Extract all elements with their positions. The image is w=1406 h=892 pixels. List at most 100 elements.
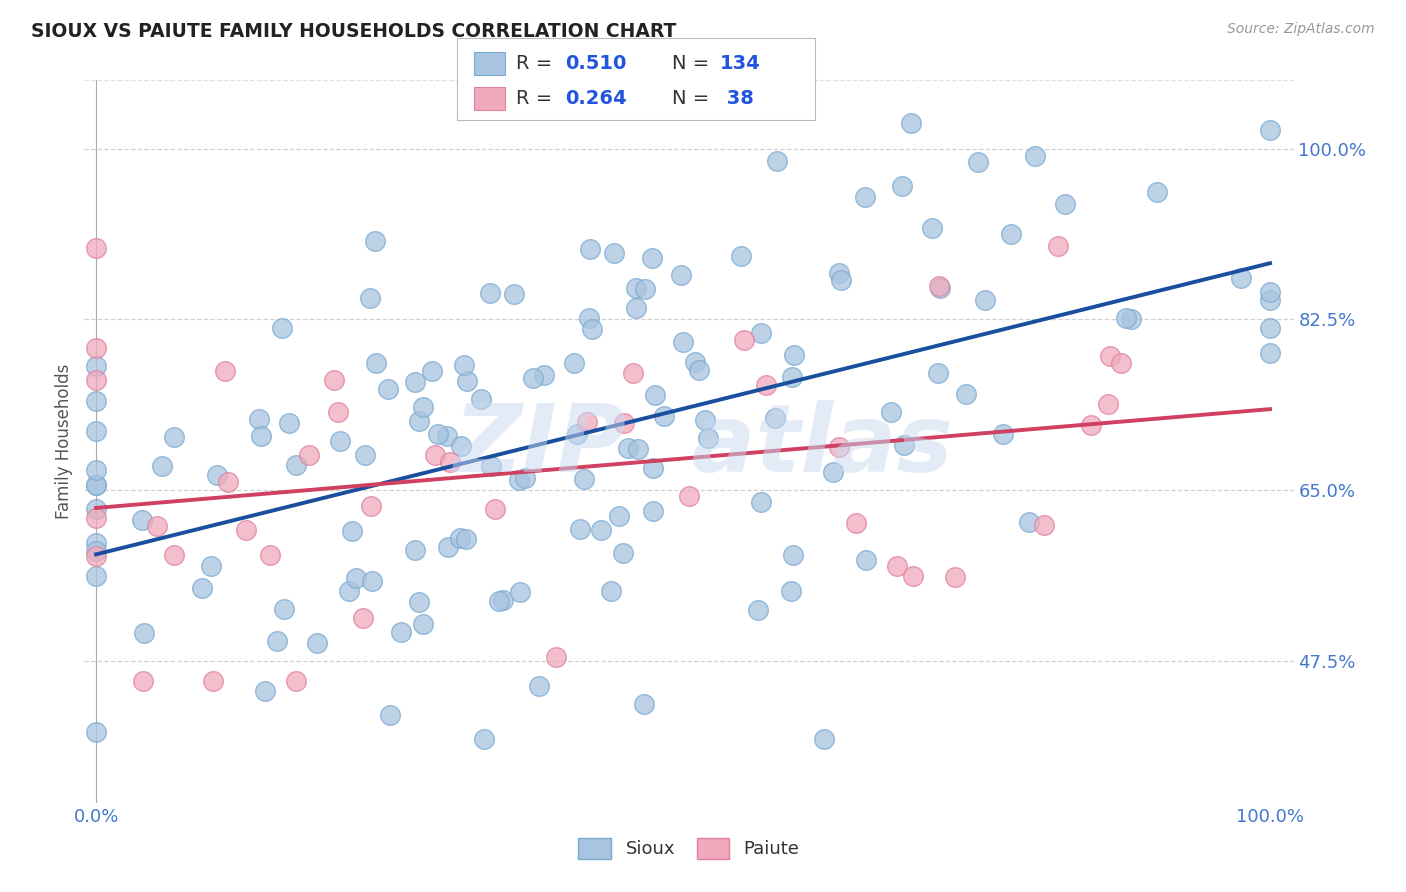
- Point: [449, 531, 471, 545]
- Point: [235, 524, 257, 538]
- Point: [84, 478, 107, 492]
- Point: [277, 416, 299, 430]
- Point: [508, 473, 530, 487]
- Point: [572, 472, 595, 486]
- Point: [408, 595, 430, 609]
- Point: [613, 416, 636, 430]
- Point: [621, 366, 644, 380]
- Point: [921, 220, 943, 235]
- Point: [298, 448, 321, 462]
- Text: R =: R =: [516, 54, 558, 73]
- Point: [853, 190, 876, 204]
- Point: [578, 311, 600, 326]
- Point: [84, 241, 107, 255]
- Point: [377, 382, 399, 396]
- Point: [603, 246, 626, 260]
- Text: Source: ZipAtlas.com: Source: ZipAtlas.com: [1227, 22, 1375, 37]
- Y-axis label: Family Households: Family Households: [55, 364, 73, 519]
- Point: [84, 341, 107, 355]
- Point: [84, 568, 107, 582]
- Point: [612, 545, 634, 559]
- Point: [823, 465, 845, 479]
- Point: [305, 636, 328, 650]
- Point: [284, 673, 307, 688]
- Point: [763, 410, 786, 425]
- Point: [641, 252, 664, 266]
- Point: [973, 293, 995, 308]
- Point: [891, 178, 914, 193]
- Point: [1000, 227, 1022, 241]
- Point: [84, 549, 107, 563]
- Point: [652, 409, 675, 424]
- Point: [578, 242, 600, 256]
- Point: [1109, 356, 1132, 370]
- Point: [439, 455, 461, 469]
- Point: [1258, 285, 1281, 300]
- Point: [253, 683, 276, 698]
- Point: [84, 463, 107, 477]
- Point: [363, 234, 385, 248]
- Point: [84, 510, 107, 524]
- Point: [389, 624, 412, 639]
- Point: [678, 489, 700, 503]
- Point: [780, 370, 803, 384]
- Point: [813, 732, 835, 747]
- Point: [749, 495, 772, 509]
- Point: [259, 549, 281, 563]
- Point: [323, 373, 346, 387]
- Point: [329, 434, 352, 448]
- Point: [1024, 149, 1046, 163]
- Point: [366, 356, 388, 370]
- Point: [344, 571, 367, 585]
- Text: 134: 134: [720, 54, 761, 73]
- Point: [479, 458, 502, 473]
- Point: [780, 584, 803, 599]
- Point: [766, 153, 789, 168]
- Point: [928, 279, 950, 293]
- Point: [1053, 197, 1076, 211]
- Point: [565, 427, 588, 442]
- Point: [1258, 346, 1281, 360]
- Point: [360, 500, 382, 514]
- Point: [688, 363, 710, 377]
- Point: [163, 430, 186, 444]
- Point: [1099, 350, 1122, 364]
- Point: [134, 626, 156, 640]
- Point: [576, 415, 599, 429]
- Point: [641, 460, 664, 475]
- Point: [828, 440, 851, 454]
- Point: [250, 429, 273, 443]
- Point: [529, 679, 551, 693]
- Point: [1046, 239, 1069, 253]
- Point: [84, 478, 107, 492]
- Point: [84, 865, 107, 880]
- Point: [150, 459, 173, 474]
- Point: [84, 424, 107, 438]
- Point: [354, 448, 377, 462]
- Point: [627, 442, 650, 457]
- Point: [1146, 185, 1168, 199]
- Point: [479, 286, 502, 301]
- Point: [492, 593, 515, 607]
- Point: [352, 611, 374, 625]
- Point: [879, 405, 901, 419]
- Point: [84, 394, 107, 409]
- Point: [412, 617, 434, 632]
- Text: SIOUX VS PAIUTE FAMILY HOUSEHOLDS CORRELATION CHART: SIOUX VS PAIUTE FAMILY HOUSEHOLDS CORREL…: [31, 22, 676, 41]
- Point: [202, 673, 225, 688]
- Point: [928, 281, 950, 295]
- Point: [270, 320, 292, 334]
- Point: [522, 371, 544, 385]
- Point: [191, 582, 214, 596]
- Point: [456, 533, 478, 547]
- Point: [624, 281, 647, 295]
- Point: [84, 725, 107, 739]
- Point: [749, 326, 772, 341]
- Point: [285, 458, 308, 472]
- Point: [426, 426, 449, 441]
- Point: [404, 543, 426, 558]
- Point: [783, 348, 806, 362]
- Text: N =: N =: [672, 88, 716, 108]
- Point: [484, 502, 506, 516]
- Point: [84, 359, 107, 374]
